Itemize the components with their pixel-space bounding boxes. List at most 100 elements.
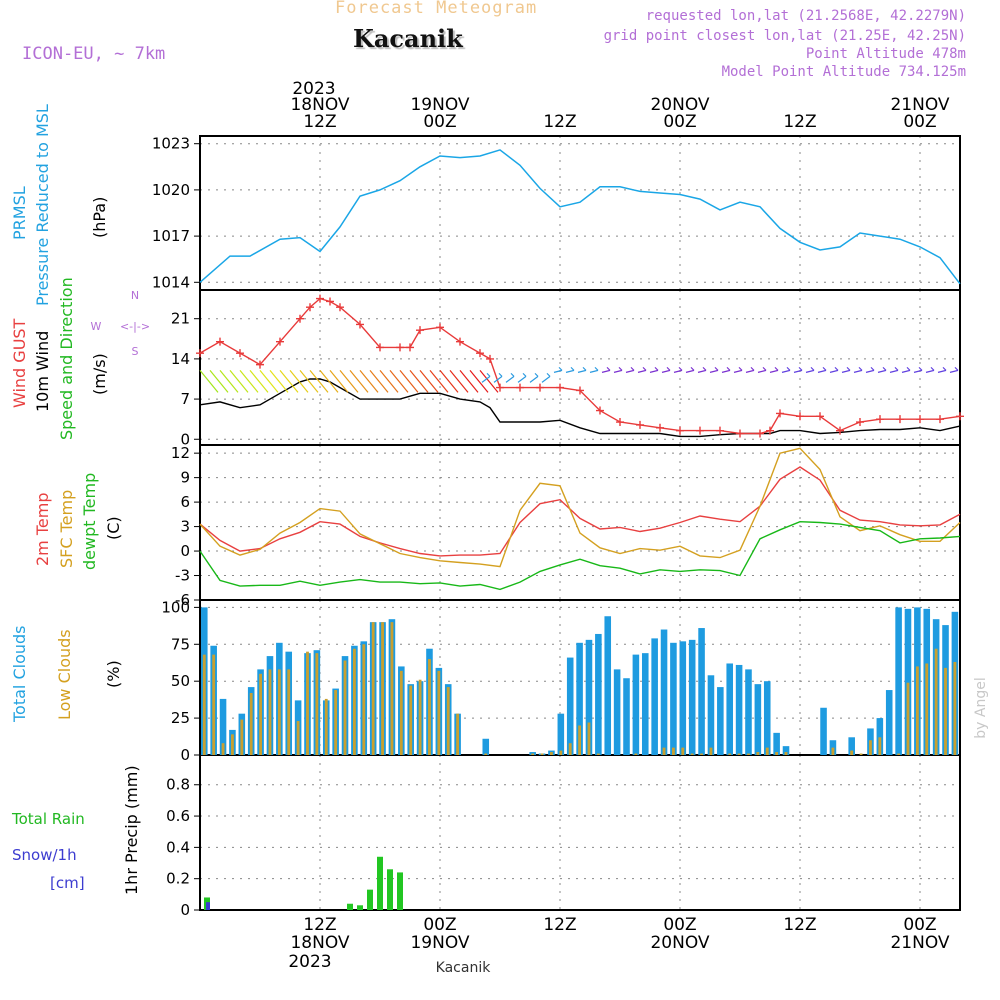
wind-gust-marker: [816, 412, 824, 421]
precip-snow-label: Snow/1h: [12, 846, 77, 864]
top-hour-label: 12Z: [783, 112, 816, 132]
wind-direction-arrow: [419, 369, 439, 393]
top-date-label: 19NOV: [410, 95, 469, 115]
cloud-low-bar: [859, 753, 863, 755]
cloud-low-bar: [324, 698, 328, 755]
model-label: ICON-EU, ~ 7km: [22, 44, 166, 64]
wind-direction-arrow: [339, 369, 359, 393]
cloud-total-bar: [754, 684, 762, 755]
y-tick-label: -3: [175, 567, 190, 585]
wind-gust-marker: [516, 383, 524, 392]
wind-direction-arrow: [841, 366, 851, 373]
cloud-low-bar: [550, 752, 553, 755]
pressure-line: [199, 149, 961, 285]
y-tick-label: 1017: [152, 227, 190, 245]
wind-gust-marker: [856, 418, 864, 427]
cloud-low-bar: [897, 753, 901, 755]
wind-direction-arrow: [359, 369, 379, 393]
wind-direction-arrow: [589, 366, 599, 373]
y-tick-label: 100: [161, 598, 190, 616]
bottom-date-label: 18NOV: [290, 933, 349, 953]
wind-gust-marker: [436, 323, 444, 332]
wind-direction-arrow: [269, 369, 289, 393]
cloud-total-bar: [566, 657, 574, 755]
cloud-low-bar: [756, 752, 760, 755]
top-hour-label: 00Z: [663, 112, 696, 132]
wind-gust-marker: [536, 383, 544, 392]
wind-direction-arrow: [259, 369, 279, 393]
cloud-total-bar: [679, 641, 687, 755]
wind-direction-arrow: [199, 369, 219, 393]
cloud-low-bar: [277, 669, 281, 755]
wind-direction-arrow: [369, 369, 389, 393]
cloud-total-bar: [632, 654, 640, 755]
wind-gust-marker: [296, 314, 304, 323]
wind-gust-marker: [486, 354, 494, 363]
wind-direction-arrow: [219, 369, 239, 393]
cloud-low-bar: [484, 753, 488, 755]
cloud-total-bar: [482, 738, 490, 755]
wind-direction-arrow: [493, 372, 503, 383]
cloud-low-bar: [690, 753, 694, 755]
wind-gust-marker: [796, 412, 804, 421]
wind-direction-arrow: [937, 366, 947, 373]
cloud-low-bar: [390, 622, 394, 755]
grid-point-coords: grid point closest lon,lat (21.25E, 42.2…: [603, 28, 966, 44]
wind-direction-arrow: [399, 369, 419, 393]
wind-gust-marker: [236, 349, 244, 358]
cloud-total-bar: [651, 638, 658, 755]
cloud-total-bar: [557, 713, 565, 755]
cloud-total-bar: [717, 687, 724, 755]
cloud-low-bar: [446, 687, 450, 755]
requested-coords: requested lon,lat (21.2568E, 42.2279N): [645, 8, 966, 24]
wind-gust-marker: [616, 418, 624, 427]
bottom-hour-label: 12Z: [783, 915, 816, 935]
bottom-date-label: 20NOV: [650, 933, 709, 953]
wind-direction-arrow: [249, 369, 269, 393]
cloud-low-bar: [784, 752, 788, 755]
wind-gust-marker: [876, 415, 884, 424]
wind-direction-arrow: [409, 369, 429, 393]
wind-direction-arrow: [769, 366, 779, 373]
wind-direction-arrow: [949, 366, 959, 373]
wind-direction-arrow: [429, 369, 449, 393]
wind-gust-marker: [836, 426, 844, 435]
cloud-low-bar: [362, 644, 366, 755]
temp-2m-line: [199, 466, 961, 557]
cloud-low-bar: [878, 737, 882, 755]
wind-direction-arrow: [389, 369, 409, 393]
cloud-total-bar: [895, 607, 902, 755]
wind-direction-arrow: [697, 366, 707, 373]
compass-arrow: <-|->: [120, 320, 150, 333]
cloud-low-bar: [371, 622, 375, 755]
cloud-low-bar: [249, 693, 253, 755]
cloud-low-bar: [634, 753, 638, 755]
y-tick-label: 0.8: [166, 776, 190, 794]
top-year-label: 2023: [292, 79, 335, 99]
y-tick-label: 0: [180, 430, 190, 448]
panel-frame: [199, 754, 961, 911]
cloud-total-bar: [707, 675, 715, 755]
wind-direction-arrow: [209, 369, 229, 393]
rain-bar: [367, 889, 373, 910]
wind-direction-arrow: [649, 366, 659, 373]
wind-direction-arrow: [319, 369, 339, 393]
wind-direction-arrow: [925, 366, 935, 373]
cloud-low-bar: [915, 666, 919, 755]
cloud-low-bar: [831, 747, 835, 755]
y-tick-label: -6: [175, 591, 190, 609]
cloud-low-bar: [418, 679, 422, 755]
y-tick-label: 1014: [152, 273, 190, 291]
wind-direction-arrow: [721, 366, 731, 373]
cloud-total-bar: [782, 746, 790, 755]
y-tick-label: 0: [180, 542, 190, 560]
cloud-low-bar: [315, 653, 319, 755]
cloud-total-bar: [773, 732, 780, 755]
cloud-total-bar: [219, 698, 227, 755]
cloud-low-bar: [578, 725, 581, 755]
wind-gust-marker: [766, 426, 774, 435]
cloud-total-bar: [660, 629, 668, 755]
wind-direction-arrow: [793, 366, 803, 373]
wind-direction-arrow: [685, 366, 695, 373]
